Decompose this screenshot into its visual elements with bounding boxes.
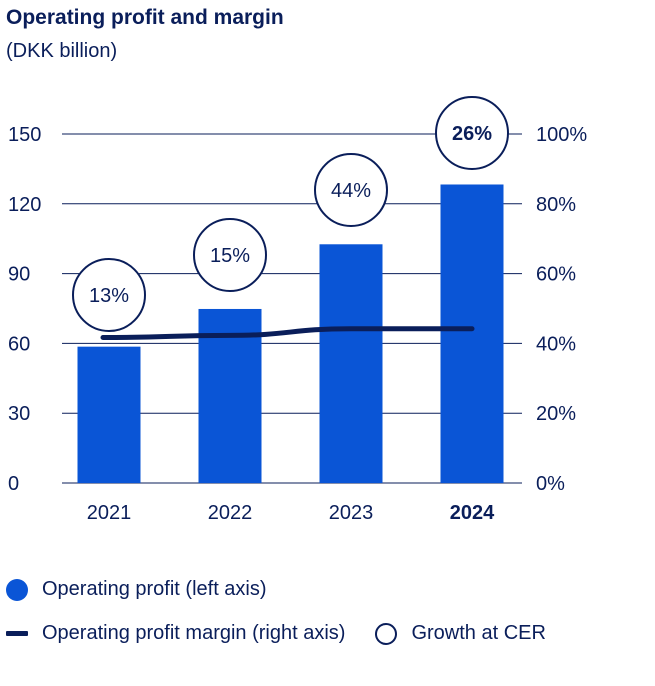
- growth-circle-2022: [193, 218, 267, 292]
- growth-label-2021: 13%: [89, 285, 129, 307]
- right-axis-tick-label: 60%: [536, 264, 576, 286]
- left-axis-tick-label: 120: [8, 194, 41, 216]
- chart-title: Operating profit and margin: [6, 6, 284, 29]
- left-axis-tick-label: 90: [8, 264, 30, 286]
- growth-label-2022: 15%: [210, 245, 250, 267]
- legend-item-line: Operating profit margin (right axis) Gro…: [6, 622, 546, 645]
- legend-circle-icon: [375, 622, 398, 645]
- left-axis-tick-label: 150: [8, 124, 41, 146]
- left-axis-tick-label: 30: [8, 403, 30, 425]
- chart-svg: 0 30 60 90 120 150 0% 20% 40% 60% 80% 100% 2021 2022 2…: [8, 96, 587, 524]
- margin-line: [100, 326, 475, 340]
- growth-circle-2021: [72, 258, 146, 332]
- right-axis-tick-label: 40%: [536, 333, 576, 355]
- legend-growth-label: Growth at CER: [411, 622, 546, 644]
- right-axis-tick-label: 20%: [536, 403, 576, 425]
- bar-2021: [77, 346, 141, 483]
- legend-item-bars: Operating profit (left axis): [6, 578, 267, 601]
- x-axis-label-2024: 2024: [450, 502, 495, 524]
- right-axis-tick-label: 80%: [536, 194, 576, 216]
- x-axis-label-2023: 2023: [329, 502, 374, 524]
- legend-line-swatch: [6, 631, 28, 636]
- growth-label-2024: 26%: [452, 123, 492, 145]
- growth-circle-2024: [435, 96, 509, 170]
- right-axis-tick-label: 0%: [536, 473, 565, 495]
- legend-bar-label: Operating profit (left axis): [42, 578, 267, 600]
- growth-label-2023: 44%: [331, 180, 371, 202]
- left-axis-tick-label: 0: [8, 473, 19, 495]
- bar-2024: [440, 184, 504, 484]
- x-axis-label-2022: 2022: [208, 502, 253, 524]
- growth-circle-2023: [314, 153, 388, 227]
- chart-subtitle: (DKK billion): [6, 40, 118, 62]
- legend-bar-swatch: [6, 578, 28, 601]
- left-axis-tick-label: 60: [8, 333, 30, 355]
- right-axis-tick-label: 100%: [536, 124, 587, 146]
- x-axis-label-2021: 2021: [87, 502, 132, 524]
- bar-2023: [319, 244, 383, 483]
- legend-line-label: Operating profit margin (right axis): [42, 622, 346, 644]
